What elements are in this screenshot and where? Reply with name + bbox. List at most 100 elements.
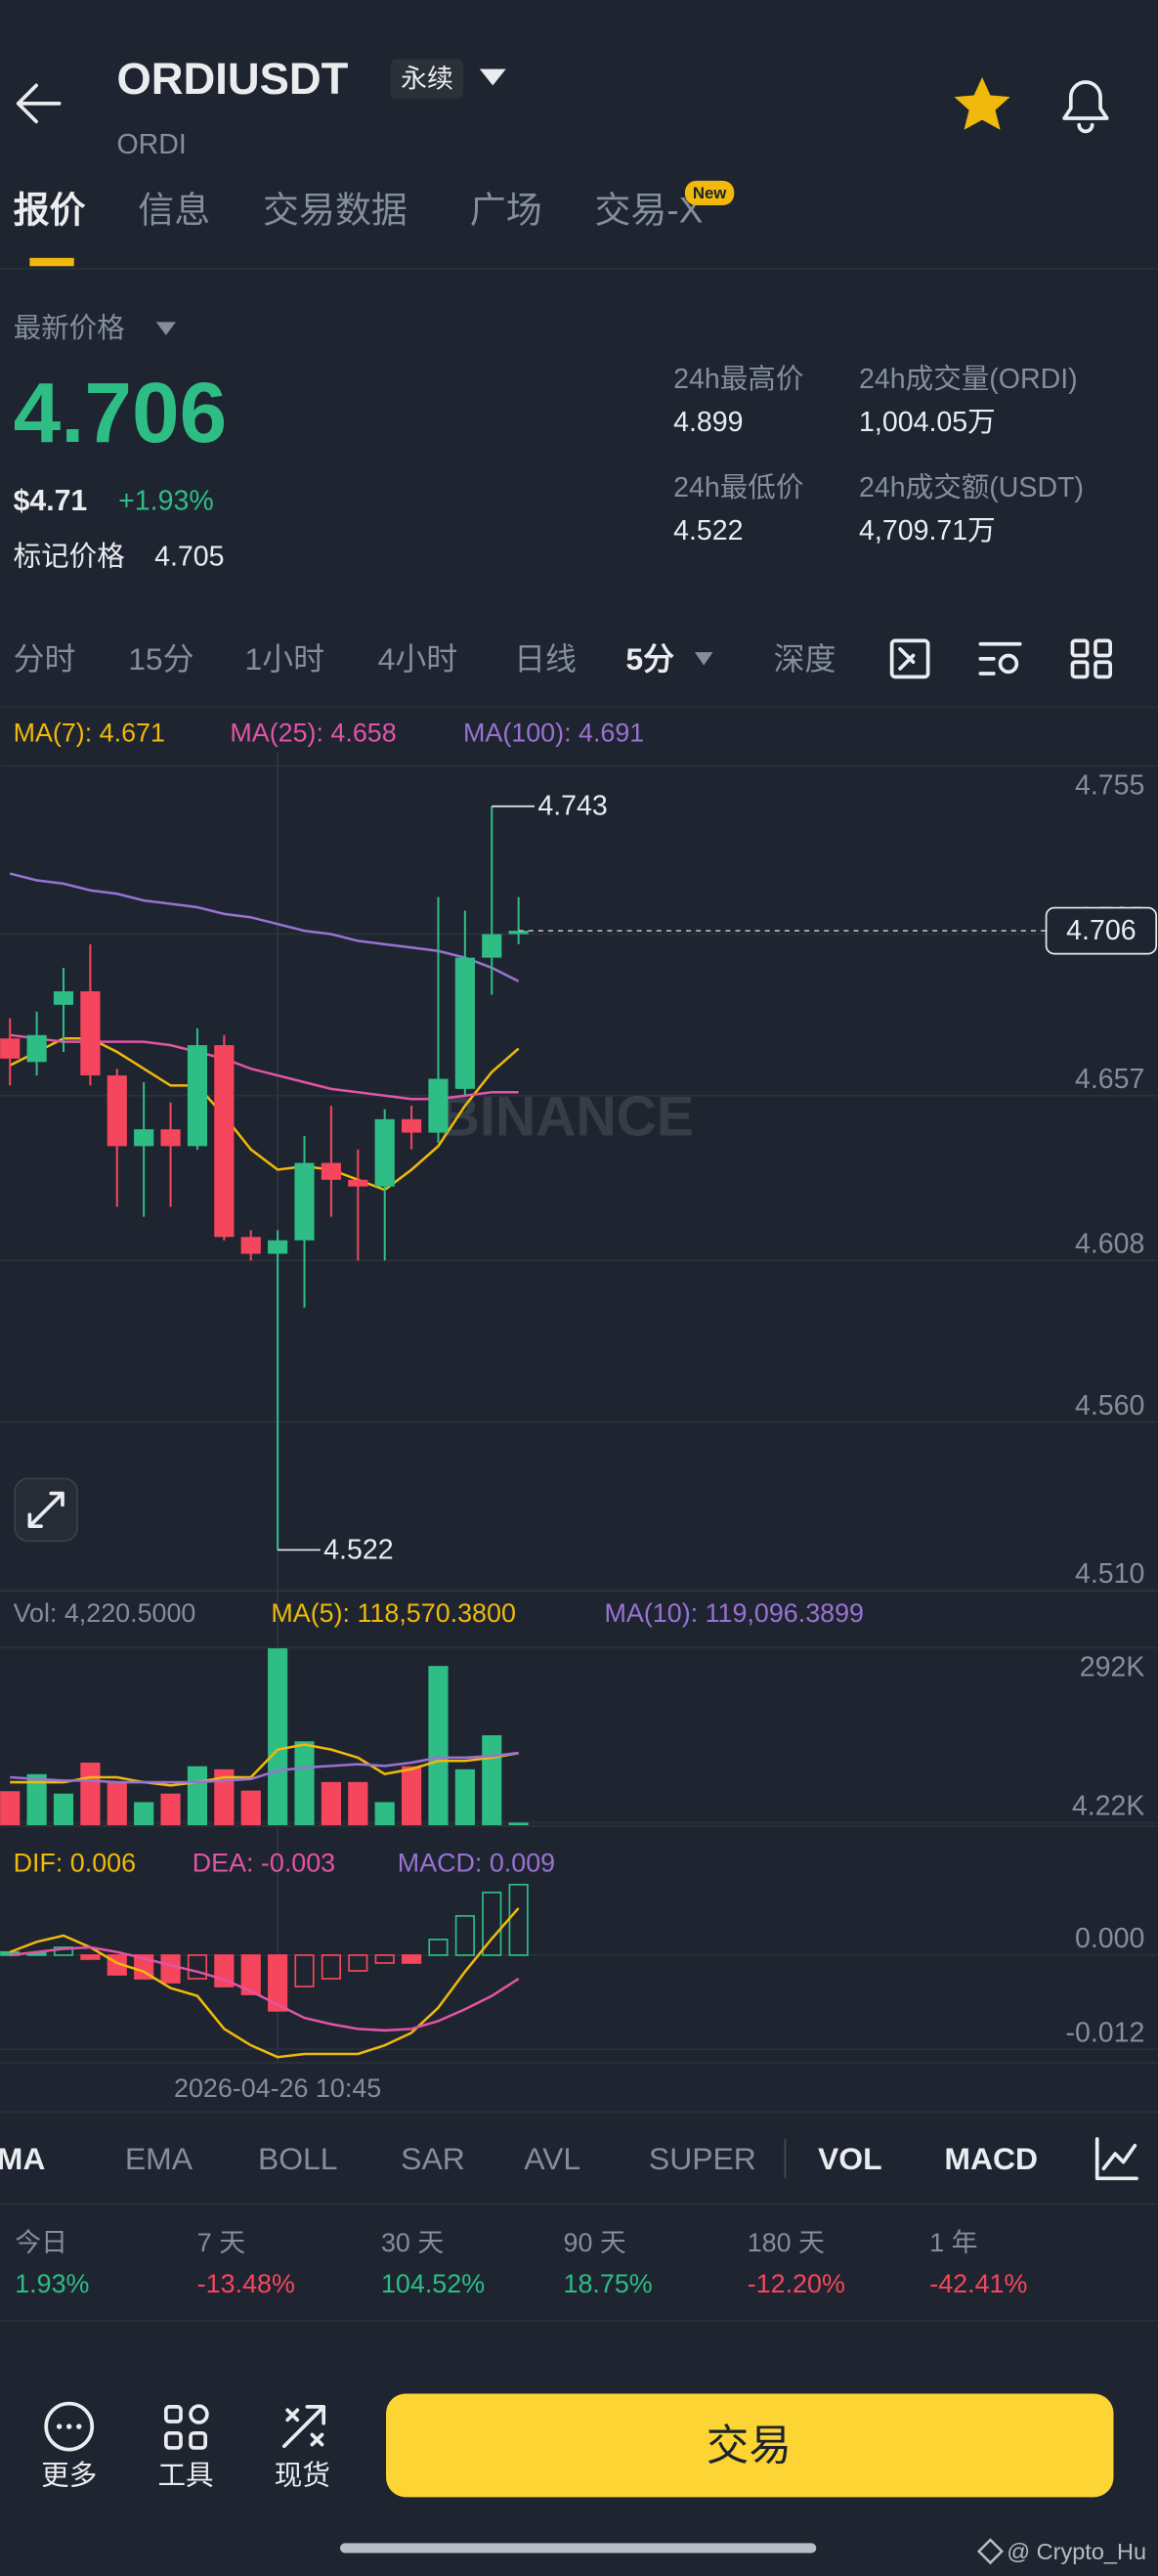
interval[interactable]: 5分	[625, 641, 674, 677]
candle-body	[80, 991, 101, 1076]
candle-body	[348, 1179, 368, 1187]
tools-part	[189, 2430, 208, 2450]
grid-icon-part	[1094, 660, 1112, 679]
candle-body	[321, 1162, 341, 1180]
interval[interactable]: 日线	[514, 641, 577, 677]
tab[interactable]: 广场	[470, 191, 542, 231]
volume-bar	[508, 1822, 529, 1826]
price-label: 最新价格	[14, 313, 125, 344]
interval[interactable]: 分时	[14, 641, 76, 677]
layout-icon[interactable]	[889, 638, 930, 679]
ma-line	[10, 1751, 519, 1784]
favorite-star[interactable]	[954, 76, 1010, 130]
nav-label[interactable]: 现货	[275, 2460, 330, 2491]
credit-logo	[976, 2538, 1005, 2565]
nav-label[interactable]: 更多	[41, 2460, 97, 2491]
y-tick-label: 0.000	[1075, 1923, 1144, 1954]
symbol-title: ORDIUSDT	[116, 54, 348, 104]
y-tick-label: 4.510	[1075, 1558, 1144, 1590]
macd-bar	[134, 1954, 154, 1980]
legend-entry: DEA: -0.003	[193, 1849, 335, 1878]
stat-label: 24h成交量(ORDI)	[859, 364, 1078, 395]
stat-label: 24h成交额(USDT)	[859, 472, 1084, 503]
tools-part	[164, 2430, 183, 2450]
tab[interactable]: 报价	[14, 191, 86, 231]
macd-bar	[268, 1954, 288, 2012]
legend-entry: DIF: 0.006	[14, 1849, 136, 1878]
macd-bar	[374, 1954, 395, 1964]
volume-bar	[80, 1762, 101, 1826]
interval-dropdown[interactable]	[694, 652, 713, 666]
period-change: 1.93%	[15, 2269, 89, 2298]
candle-body	[268, 1240, 288, 1254]
indicator-tab[interactable]: AVL	[524, 2141, 580, 2176]
tab[interactable]: 信息	[138, 191, 210, 231]
price-type-dropdown[interactable]	[155, 322, 176, 335]
trade-button[interactable]	[386, 2393, 1114, 2498]
grid-icon[interactable]	[1070, 638, 1090, 658]
indicator-tab[interactable]: BOLL	[258, 2141, 338, 2176]
more-dot	[56, 2423, 63, 2429]
macd-bar	[348, 1954, 368, 1972]
y-tick-label: 4.22K	[1072, 1791, 1145, 1822]
indicator-settings-icon[interactable]	[978, 641, 1022, 676]
stat-value: 1,004.05万	[859, 407, 996, 438]
fullscreen-icon	[27, 1491, 64, 1529]
macd-bar	[428, 1939, 449, 1956]
more-icon[interactable]	[44, 2401, 95, 2452]
indicator-tab[interactable]: SAR	[401, 2141, 465, 2176]
y-tick-label: 4.608	[1075, 1229, 1144, 1260]
period-label: 今日	[15, 2228, 67, 2257]
interval[interactable]: 深度	[774, 641, 836, 677]
candle-body	[428, 1078, 449, 1133]
tab[interactable]: 交易数据	[263, 191, 407, 231]
tab[interactable]: 交易-X	[594, 191, 703, 231]
ma-line	[9, 872, 520, 982]
candle-body	[482, 934, 502, 958]
indicator-tab[interactable]: VOL	[818, 2141, 882, 2176]
interval[interactable]: 15分	[128, 641, 193, 677]
volume-bar	[428, 1666, 449, 1826]
candle-body	[26, 1034, 47, 1063]
macd-bar	[80, 1954, 101, 1960]
usd-price: $4.71	[14, 485, 88, 517]
candle-body	[214, 1045, 235, 1238]
volume-bar	[134, 1802, 154, 1826]
grid-icon-part	[1094, 638, 1112, 658]
tools-icon[interactable]	[164, 2404, 209, 2450]
ma-line	[10, 1945, 520, 2032]
back-button[interactable]	[16, 83, 62, 124]
candle-body	[0, 1038, 21, 1059]
mark-price: 4.705	[154, 542, 224, 573]
credit: @ Crypto_Hu	[1007, 2539, 1146, 2564]
candle-body	[508, 931, 529, 935]
spot-icon[interactable]	[282, 2405, 326, 2449]
chart-type-icon[interactable]	[1094, 2137, 1138, 2181]
interval[interactable]: 4小时	[378, 641, 458, 677]
badge-bg	[391, 59, 464, 99]
macd-bar	[187, 1954, 208, 1980]
period-change: 104.52%	[381, 2269, 485, 2298]
low-annotation: 4.522	[323, 1534, 393, 1565]
alert-bell[interactable]	[1062, 80, 1109, 134]
stat-label: 24h最低价	[673, 472, 803, 503]
symbol-dropdown[interactable]	[479, 68, 506, 86]
watermark: BINANCE	[440, 1086, 694, 1149]
candle-body	[402, 1118, 422, 1133]
candle-body	[294, 1162, 315, 1241]
indicator-tab[interactable]: MA	[0, 2141, 45, 2176]
indicator-tab[interactable]: EMA	[125, 2141, 193, 2176]
volume-bar	[454, 1768, 475, 1826]
indicator-tab[interactable]: SUPER	[649, 2141, 756, 2176]
volume-bar	[348, 1781, 368, 1826]
chart-settings-icons	[889, 638, 1112, 679]
nav-label[interactable]: 工具	[157, 2460, 213, 2491]
macd-bar	[402, 1954, 422, 1964]
tab-indicator	[29, 257, 74, 267]
grid-icon-part	[1070, 660, 1090, 679]
indicator-tab[interactable]: MACD	[944, 2141, 1038, 2176]
volume-bar	[214, 1768, 235, 1826]
interval[interactable]: 1小时	[245, 641, 325, 677]
new-badge: New	[693, 184, 727, 202]
